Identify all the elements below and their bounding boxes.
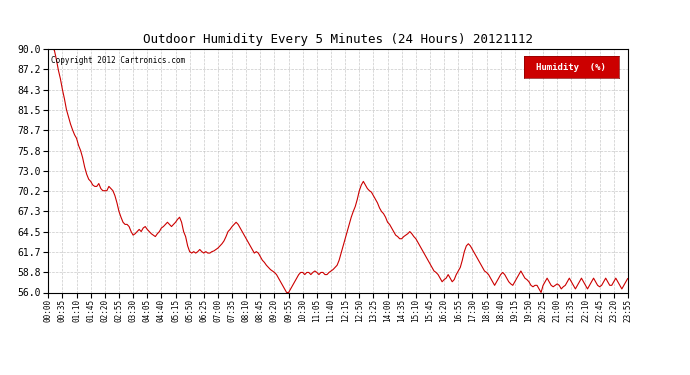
Text: Humidity  (%): Humidity (%) [536,63,607,72]
Text: Copyright 2012 Cartronics.com: Copyright 2012 Cartronics.com [51,56,186,65]
Title: Outdoor Humidity Every 5 Minutes (24 Hours) 20121112: Outdoor Humidity Every 5 Minutes (24 Hou… [143,33,533,46]
